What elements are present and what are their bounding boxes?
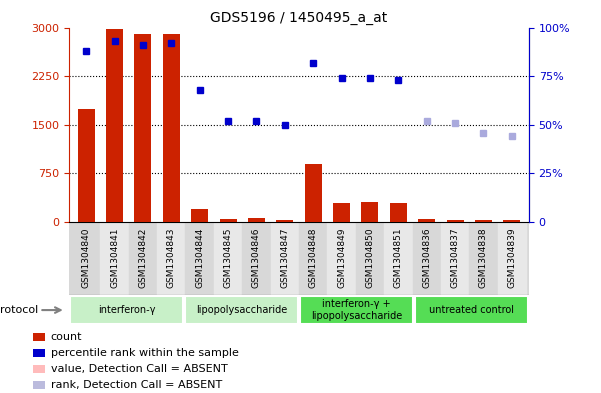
Text: rank, Detection Call = ABSENT: rank, Detection Call = ABSENT xyxy=(50,380,222,390)
Bar xyxy=(185,296,298,324)
Bar xyxy=(504,220,520,222)
Bar xyxy=(32,349,44,357)
Bar xyxy=(32,365,44,373)
Text: untreated control: untreated control xyxy=(429,305,514,315)
Bar xyxy=(248,219,265,222)
Bar xyxy=(191,209,208,222)
Text: interferon-γ: interferon-γ xyxy=(98,305,155,315)
Bar xyxy=(32,334,44,341)
Bar xyxy=(333,203,350,222)
Bar xyxy=(70,296,183,324)
Bar xyxy=(214,222,242,295)
Bar xyxy=(276,220,293,222)
Text: GSM1304836: GSM1304836 xyxy=(423,227,431,288)
Bar xyxy=(157,222,186,295)
Text: GSM1304839: GSM1304839 xyxy=(507,227,516,288)
Bar xyxy=(186,222,214,295)
Bar xyxy=(305,163,322,222)
Bar xyxy=(242,222,270,295)
Text: percentile rank within the sample: percentile rank within the sample xyxy=(50,348,239,358)
Bar xyxy=(415,296,528,324)
Bar xyxy=(100,222,129,295)
Text: GSM1304846: GSM1304846 xyxy=(252,227,261,288)
Bar xyxy=(32,381,44,389)
Bar xyxy=(441,222,469,295)
Bar xyxy=(129,222,157,295)
Text: GSM1304838: GSM1304838 xyxy=(479,227,488,288)
Bar xyxy=(356,222,384,295)
Bar xyxy=(299,222,328,295)
Bar xyxy=(72,222,100,295)
Bar xyxy=(300,296,413,324)
Text: value, Detection Call = ABSENT: value, Detection Call = ABSENT xyxy=(50,364,227,374)
Bar xyxy=(390,203,407,222)
Text: GSM1304842: GSM1304842 xyxy=(138,227,147,288)
Bar xyxy=(106,29,123,222)
Text: GSM1304849: GSM1304849 xyxy=(337,227,346,288)
Bar xyxy=(328,222,356,295)
Bar xyxy=(78,108,95,222)
Text: GSM1304850: GSM1304850 xyxy=(365,227,374,288)
Text: GSM1304845: GSM1304845 xyxy=(224,227,233,288)
Bar xyxy=(418,219,435,222)
Bar xyxy=(412,222,441,295)
Text: GSM1304840: GSM1304840 xyxy=(82,227,91,288)
Text: GSM1304841: GSM1304841 xyxy=(110,227,119,288)
Bar xyxy=(135,34,151,222)
Bar xyxy=(361,202,379,222)
Text: GSM1304843: GSM1304843 xyxy=(167,227,175,288)
Text: protocol: protocol xyxy=(0,305,38,315)
Text: GSM1304837: GSM1304837 xyxy=(451,227,460,288)
Text: interferon-γ +
lipopolysaccharide: interferon-γ + lipopolysaccharide xyxy=(311,299,402,321)
Text: count: count xyxy=(50,332,82,342)
Bar xyxy=(163,34,180,222)
Bar xyxy=(469,222,498,295)
Bar xyxy=(475,220,492,222)
Title: GDS5196 / 1450495_a_at: GDS5196 / 1450495_a_at xyxy=(210,11,388,25)
Text: GSM1304844: GSM1304844 xyxy=(195,227,204,288)
Bar xyxy=(219,219,237,222)
Text: GSM1304848: GSM1304848 xyxy=(309,227,318,288)
Text: lipopolysaccharide: lipopolysaccharide xyxy=(196,305,287,315)
Bar xyxy=(270,222,299,295)
Text: GSM1304851: GSM1304851 xyxy=(394,227,403,288)
Bar xyxy=(498,222,526,295)
Bar xyxy=(384,222,412,295)
Text: GSM1304847: GSM1304847 xyxy=(280,227,289,288)
Bar xyxy=(447,220,463,222)
